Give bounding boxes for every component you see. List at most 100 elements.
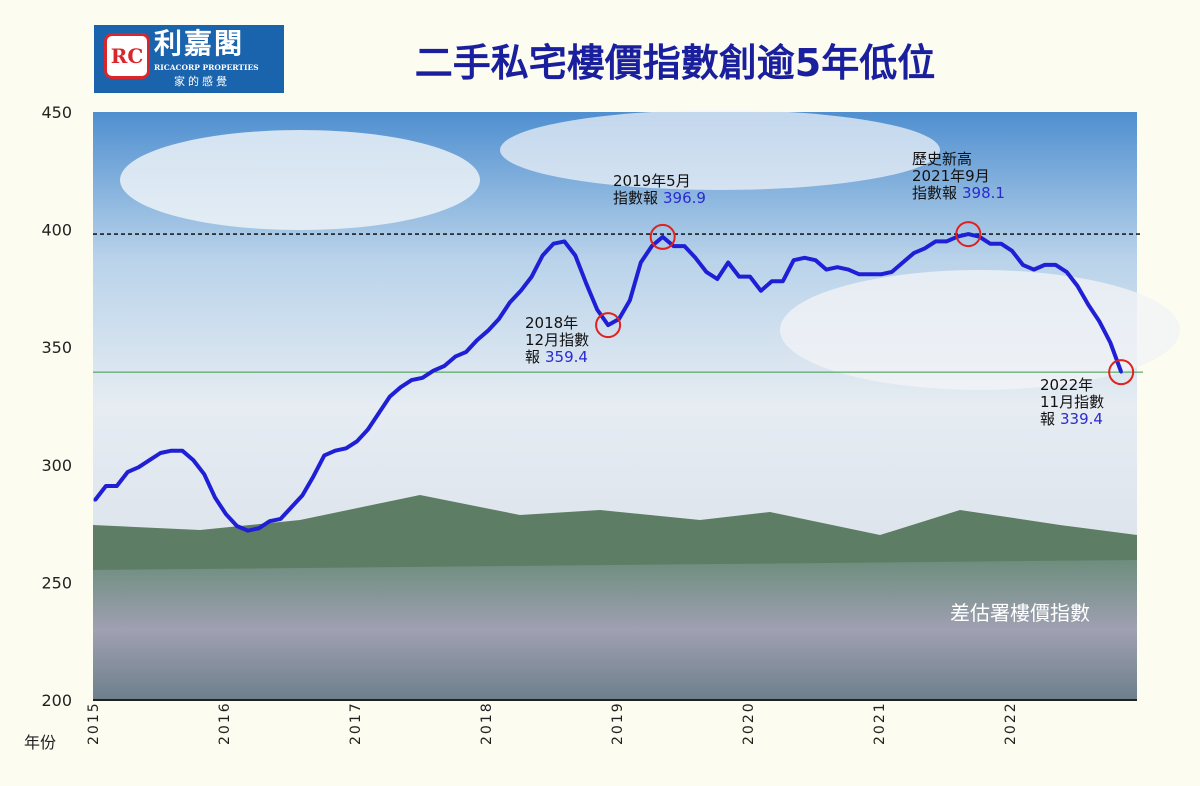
- data-point: [584, 282, 588, 286]
- data-point: [497, 317, 501, 321]
- data-point: [1119, 370, 1123, 374]
- annotation-text: 2018年: [525, 314, 578, 332]
- annotation-text: 報 359.4: [525, 348, 588, 366]
- data-point: [1076, 284, 1079, 288]
- data-point: [573, 253, 577, 257]
- data-point: [421, 376, 424, 380]
- annotation-text: 12月指數: [525, 331, 589, 349]
- data-point: [268, 519, 272, 523]
- data-point: [377, 411, 381, 415]
- y-tick-label: 450: [41, 103, 72, 122]
- data-point: [562, 239, 566, 243]
- x-tick-label: 2020: [741, 701, 757, 745]
- data-point: [868, 272, 872, 276]
- data-point: [1108, 340, 1112, 344]
- data-point: [311, 475, 315, 479]
- annotation-text: 2022年: [1040, 376, 1093, 394]
- highlight-circle: [955, 221, 982, 248]
- data-point: [159, 451, 162, 455]
- data-point: [835, 265, 839, 269]
- x-tick-label: 2022: [1003, 701, 1019, 745]
- data-point: [748, 275, 752, 279]
- data-point: [180, 449, 184, 453]
- data-point: [770, 279, 774, 283]
- data-point: [814, 258, 817, 262]
- data-point: [901, 261, 905, 265]
- rc-logo-mark: RC: [104, 33, 150, 79]
- data-point: [475, 338, 479, 342]
- data-point: [879, 272, 883, 276]
- series-label: 差估署樓價指數: [950, 601, 1090, 625]
- x-axis-label: 年份: [24, 733, 56, 752]
- data-point: [126, 470, 130, 474]
- data-point: [683, 244, 686, 248]
- data-point: [191, 458, 195, 462]
- y-tick-label: 200: [41, 691, 72, 710]
- data-point: [912, 251, 916, 255]
- data-point: [464, 350, 468, 354]
- annotation-text: 2019年5月: [613, 172, 691, 190]
- annotation-value: 398.1: [962, 184, 1005, 202]
- data-point: [945, 239, 948, 243]
- logo-english-name: RICACORP PROPERTIES: [154, 63, 259, 72]
- data-point: [1086, 303, 1090, 307]
- data-point: [693, 256, 697, 260]
- highlight-circle: [1108, 359, 1135, 386]
- data-point: [781, 279, 785, 283]
- data-point: [1032, 268, 1036, 272]
- data-point: [1043, 263, 1047, 267]
- data-point: [737, 275, 741, 279]
- y-tick-label: 400: [41, 221, 72, 240]
- data-point: [257, 526, 261, 530]
- y-tick-label: 250: [41, 573, 72, 592]
- data-point: [1010, 249, 1014, 253]
- data-point: [333, 449, 337, 453]
- ricacorp-logo: RC 利嘉閣 RICACORP PROPERTIES 家的感覺: [94, 25, 284, 93]
- data-point: [431, 369, 435, 373]
- data-point: [115, 484, 119, 488]
- data-point: [857, 272, 861, 276]
- data-point: [988, 242, 992, 246]
- data-point: [322, 453, 326, 457]
- data-point: [519, 289, 523, 293]
- y-tick-label: 300: [41, 456, 72, 475]
- data-point: [453, 355, 457, 359]
- logo-chinese-name: 利嘉閣: [154, 27, 245, 60]
- data-point: [966, 232, 970, 236]
- x-tick-label: 2021: [872, 701, 888, 745]
- x-axis: 2015 2016 2017 2018 2019 2020 2021 2022: [86, 701, 1019, 745]
- data-point: [923, 246, 927, 250]
- data-point: [595, 308, 599, 312]
- data-point: [934, 239, 938, 243]
- data-point: [715, 277, 719, 281]
- x-tick-label: 2015: [86, 701, 102, 745]
- annotation-value: 396.9: [663, 189, 706, 207]
- highlight-circle: [649, 223, 676, 250]
- data-point: [366, 428, 370, 432]
- data-point: [726, 261, 730, 265]
- data-point: [279, 517, 283, 521]
- data-point: [803, 256, 807, 260]
- annotation-text: 歷史新高: [912, 150, 972, 168]
- data-point: [890, 270, 894, 274]
- data-point: [486, 329, 490, 333]
- y-axis: 450 400 350 300 250 200: [41, 103, 72, 710]
- data-point: [137, 465, 141, 469]
- annotation-value: 359.4: [545, 348, 588, 366]
- data-point: [759, 289, 763, 293]
- data-point: [704, 270, 708, 274]
- data-point: [508, 301, 512, 305]
- highlight-circle: [595, 312, 622, 339]
- annotation-text: 11月指數: [1040, 393, 1104, 411]
- data-point: [442, 364, 446, 368]
- logo-slogan: 家的感覺: [174, 75, 230, 88]
- data-point: [606, 323, 610, 327]
- data-point: [148, 458, 152, 462]
- data-point: [399, 385, 403, 389]
- data-points: [93, 232, 1123, 533]
- data-point: [224, 512, 228, 516]
- data-point: [541, 253, 545, 257]
- data-point: [410, 378, 414, 382]
- data-point: [530, 275, 534, 279]
